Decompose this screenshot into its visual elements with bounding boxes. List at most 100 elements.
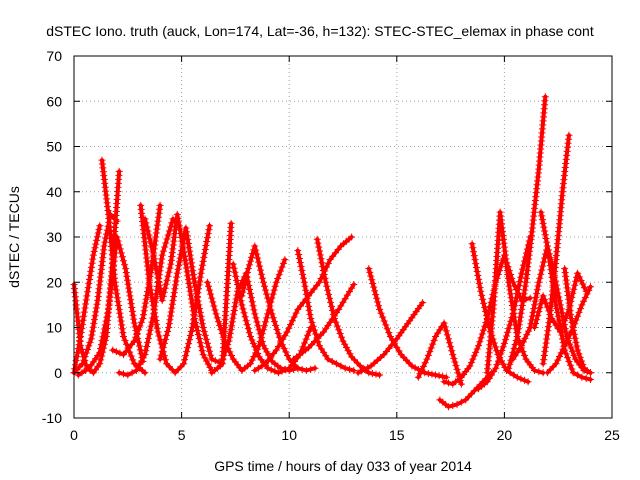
data-point (519, 265, 527, 273)
data-point (144, 227, 152, 235)
data-point (440, 378, 448, 386)
data-point (132, 366, 140, 374)
data-point (470, 248, 478, 256)
data-point (92, 240, 100, 248)
data-point (424, 370, 432, 378)
data-point (294, 247, 302, 255)
data-point (263, 348, 271, 356)
data-point (521, 282, 529, 290)
data-point (305, 306, 313, 314)
data-point (165, 363, 173, 371)
data-point (472, 264, 480, 272)
data-series-arc (436, 369, 495, 411)
data-point (281, 256, 289, 264)
data-point (168, 300, 176, 308)
data-point (128, 307, 136, 315)
data-point (478, 291, 486, 299)
data-point (524, 378, 532, 386)
data-point (573, 342, 581, 350)
data-point (572, 338, 580, 346)
data-point (161, 335, 169, 343)
data-point (556, 301, 564, 309)
data-point (168, 304, 176, 312)
data-point (86, 271, 94, 279)
data-point (439, 373, 447, 381)
data-point (187, 291, 195, 299)
data-point (467, 390, 475, 398)
data-point (190, 311, 198, 319)
data-point (165, 227, 173, 235)
data-point (395, 347, 403, 355)
data-point (526, 294, 534, 302)
data-point (506, 286, 514, 294)
data-point (501, 336, 509, 344)
data-point (424, 351, 432, 359)
data-point (203, 339, 211, 347)
data-series-arc (141, 210, 216, 374)
data-point (185, 336, 193, 344)
data-point (531, 301, 539, 309)
data-point (272, 346, 280, 354)
chart-title: dSTEC Iono. truth (auck, Lon=174, Lat=-3… (46, 23, 594, 39)
data-point (97, 344, 105, 352)
data-point (316, 251, 324, 259)
data-point (262, 318, 270, 326)
data-point (162, 239, 170, 247)
data-point (529, 308, 537, 316)
data-point (129, 356, 137, 364)
data-point (327, 298, 335, 306)
data-point (326, 294, 334, 302)
data-point (135, 326, 143, 334)
data-point (520, 261, 528, 269)
data-point (212, 310, 220, 318)
data-point (185, 243, 193, 251)
data-point (90, 316, 98, 324)
data-point (316, 247, 324, 255)
data-point (311, 364, 319, 372)
data-point (121, 336, 129, 344)
data-point (292, 309, 300, 317)
data-point (268, 310, 276, 318)
data-point (78, 320, 86, 328)
data-point (569, 348, 577, 356)
data-point (141, 351, 149, 359)
data-point (535, 368, 543, 376)
data-point (176, 226, 184, 234)
data-point (116, 245, 124, 253)
data-point (189, 303, 197, 311)
data-point (569, 369, 577, 377)
data-point (141, 215, 149, 223)
data-point (150, 305, 158, 313)
data-point (253, 318, 261, 326)
data-point (518, 342, 526, 350)
data-point (181, 256, 189, 264)
data-point (260, 282, 268, 290)
data-point (153, 221, 161, 229)
data-point (221, 348, 229, 356)
data-point (97, 356, 105, 364)
data-point (570, 285, 578, 293)
data-point (255, 326, 263, 334)
data-point (448, 347, 456, 355)
data-point (171, 285, 179, 293)
data-point (92, 304, 100, 312)
data-point (566, 361, 574, 369)
data-point (254, 322, 262, 330)
data-point (187, 328, 195, 336)
data-point (90, 247, 98, 255)
data-point (73, 353, 81, 361)
data-point (321, 274, 329, 282)
data-point (122, 269, 130, 277)
data-point (153, 270, 161, 278)
data-point (530, 305, 538, 313)
data-point (211, 357, 219, 365)
data-point (528, 312, 536, 320)
data-point (304, 298, 312, 306)
data-point (192, 322, 200, 330)
data-point (481, 303, 489, 311)
data-point (205, 343, 212, 351)
data-point (279, 259, 287, 267)
data-point (195, 301, 203, 309)
data-point (470, 352, 478, 360)
data-point (207, 290, 215, 298)
